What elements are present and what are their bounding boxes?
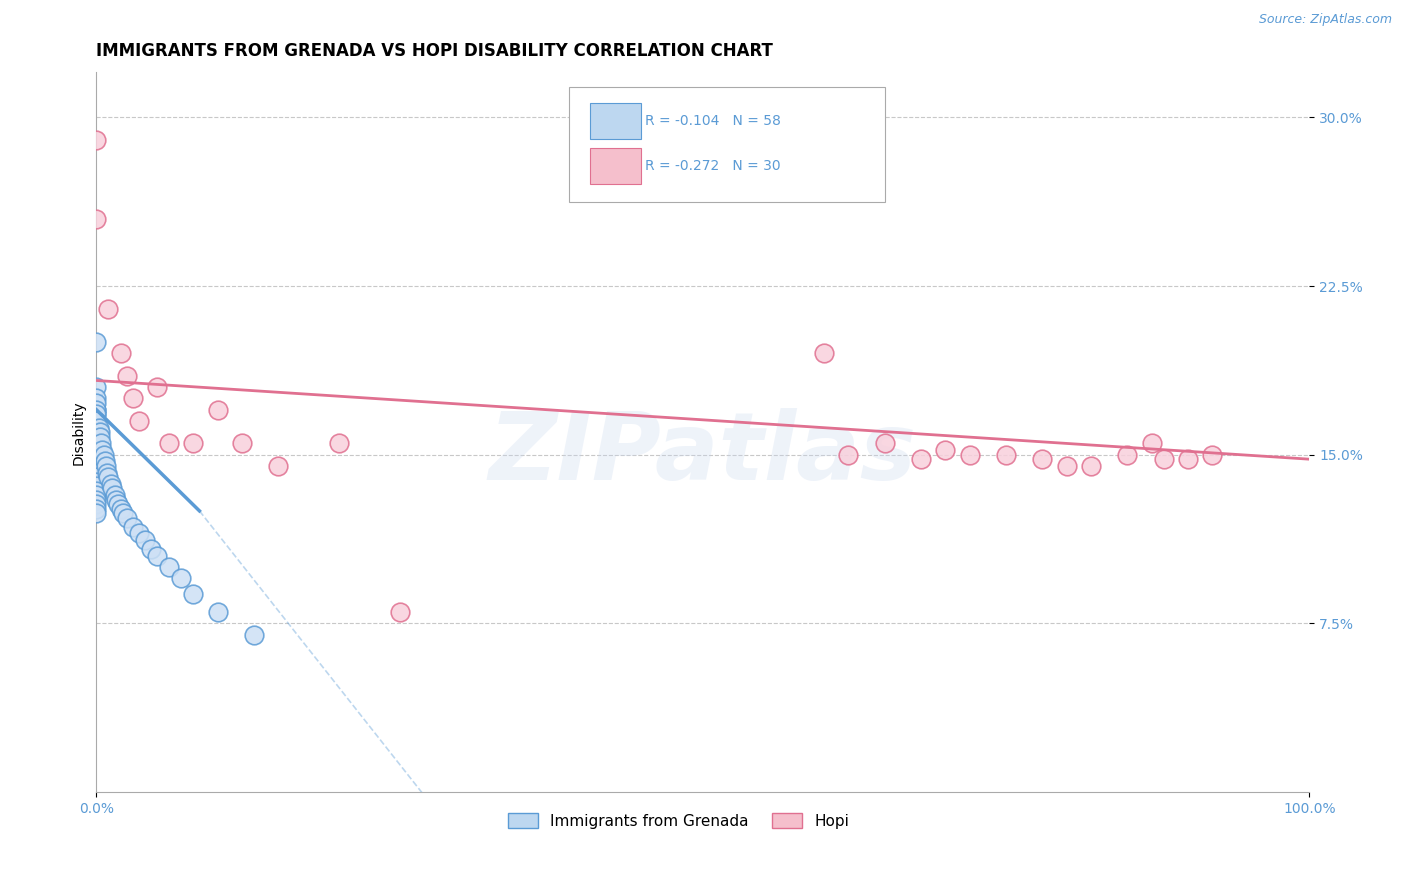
Point [1080,458,1102,473]
Point [97,470,120,484]
Point [100,476,122,491]
Point [934,443,956,458]
Point [121,519,143,533]
Point [1056,458,1078,473]
FancyBboxPatch shape [591,148,641,184]
Point [86,501,108,516]
Point [146,549,169,563]
Point [121,392,143,406]
Text: Source: ZipAtlas.com: Source: ZipAtlas.com [1258,13,1392,27]
Point [97,301,120,316]
Point [86,470,108,484]
Text: ZIPatlas: ZIPatlas [489,408,917,500]
Point [94,458,117,473]
Point [86,335,108,350]
Point [183,587,205,601]
Point [86,396,108,410]
Point [134,533,156,548]
Point [157,560,180,574]
Point [86,439,108,453]
Point [115,510,138,524]
Point [170,571,193,585]
Point [86,407,108,421]
Point [837,448,859,462]
Point [959,448,981,462]
Point [86,425,108,440]
Point [115,369,138,384]
Legend: Immigrants from Grenada, Hopi: Immigrants from Grenada, Hopi [502,806,856,835]
Point [94,454,117,468]
Point [86,443,108,458]
Point [1177,452,1199,467]
Point [243,627,266,641]
Point [86,407,108,421]
FancyBboxPatch shape [569,87,884,202]
Point [91,443,114,458]
Text: IMMIGRANTS FROM GRENADA VS HOPI DISABILITY CORRELATION CHART: IMMIGRANTS FROM GRENADA VS HOPI DISABILI… [97,42,773,60]
Point [231,436,253,450]
Point [873,436,896,450]
Point [86,133,108,147]
Y-axis label: Disability: Disability [72,400,86,465]
Point [86,434,108,449]
Point [388,605,411,619]
Point [103,488,125,502]
Point [139,542,162,557]
Point [995,448,1018,462]
Point [101,482,124,496]
Point [86,457,108,471]
Point [86,392,108,406]
Point [86,466,108,480]
Point [86,430,108,444]
Point [207,402,229,417]
Point [110,501,132,516]
Point [86,418,108,433]
Point [104,492,127,507]
Point [93,448,115,462]
Point [87,420,110,434]
Point [328,436,350,450]
Point [86,402,108,417]
Point [86,475,108,489]
Point [1116,448,1139,462]
Text: R = -0.104   N = 58: R = -0.104 N = 58 [644,114,780,128]
Point [107,497,129,511]
Point [86,479,108,493]
Point [183,436,205,450]
Text: R = -0.272   N = 30: R = -0.272 N = 30 [644,159,780,173]
Point [1153,452,1175,467]
Point [86,211,108,226]
Point [157,436,180,450]
Point [86,461,108,475]
Point [910,452,932,467]
Point [1031,452,1053,467]
Point [86,497,108,511]
Point [110,346,132,360]
Point [86,380,108,394]
Point [86,492,108,507]
Point [128,414,150,428]
Point [86,402,108,417]
Point [112,506,135,520]
Point [86,414,108,428]
Point [90,436,112,450]
Point [89,430,111,444]
Point [207,605,229,619]
Point [1140,436,1163,450]
Point [89,425,111,440]
Point [86,506,108,520]
Point [267,458,290,473]
Point [86,483,108,498]
Point [146,380,169,394]
Point [86,414,108,428]
Point [128,526,150,541]
Point [813,346,835,360]
Point [1201,448,1223,462]
Point [96,466,118,480]
Point [86,452,108,467]
FancyBboxPatch shape [591,103,641,139]
Point [86,488,108,502]
Point [86,448,108,462]
